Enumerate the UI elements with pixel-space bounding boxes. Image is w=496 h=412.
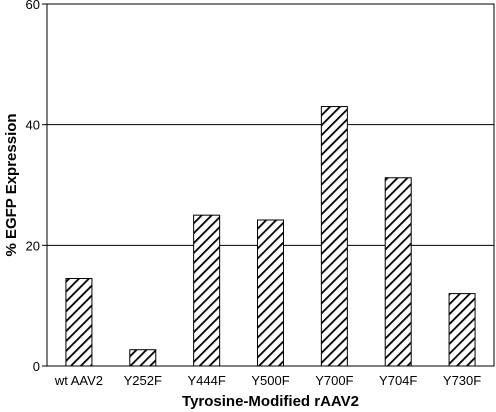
x-axis-ticks: wt AAV2 Y252F Y444F Y500F Y700F Y704F Y730F <box>54 373 481 388</box>
x-tick-label: Y700F <box>315 373 353 388</box>
bars <box>65 106 476 367</box>
y-tick-label: 20 <box>26 238 40 253</box>
x-tick-label: Y704F <box>379 373 417 388</box>
bar <box>448 293 476 367</box>
x-tick-label: Y500F <box>251 373 289 388</box>
bar <box>65 278 93 367</box>
x-tick-label: Y730F <box>443 373 481 388</box>
x-axis-title: Tyrosine-Modified rAAV2 <box>182 393 359 410</box>
bar <box>257 219 284 367</box>
x-tick-label: wt AAV2 <box>54 373 103 388</box>
x-tick-label: Y444F <box>187 373 225 388</box>
bar <box>384 177 412 367</box>
bar <box>129 349 157 367</box>
y-tick-label: 60 <box>26 0 40 12</box>
y-axis-ticks: 0 20 40 60 <box>26 0 47 374</box>
bar <box>193 214 221 367</box>
y-axis-title: % EGFP Expression <box>3 113 20 256</box>
y-tick-label: 40 <box>26 118 40 133</box>
x-tick-label: Y252F <box>124 373 162 388</box>
bar <box>320 106 348 367</box>
y-tick-label: 0 <box>33 359 40 374</box>
plot-area-frame <box>46 3 495 367</box>
